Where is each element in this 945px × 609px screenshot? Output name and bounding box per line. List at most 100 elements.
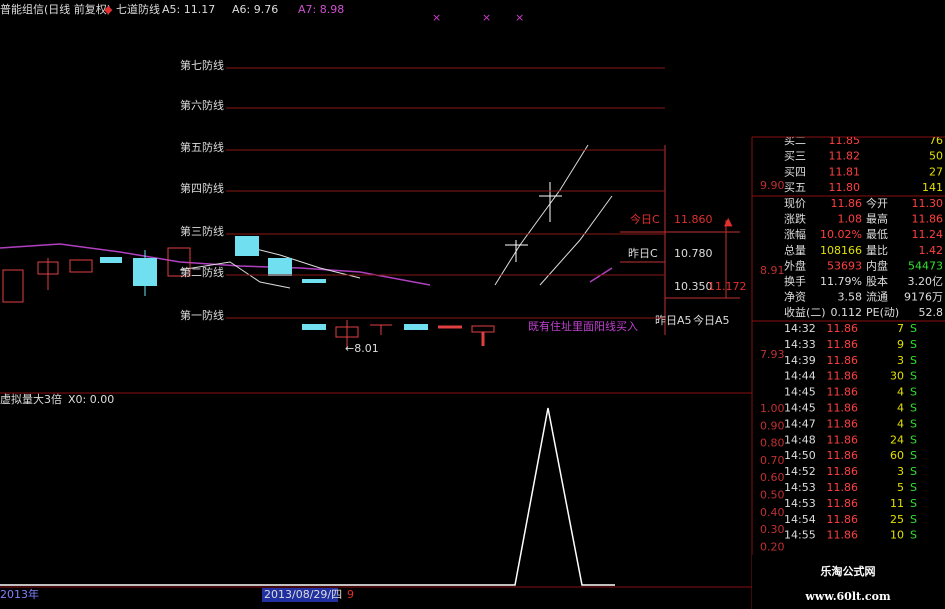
stat-label: 流通 [866, 290, 888, 304]
stat-value: 10.02% [820, 228, 862, 241]
stat-label: 收益(二) [784, 305, 826, 319]
tick-price: 11.86 [827, 433, 859, 446]
tick-price: 11.86 [827, 322, 859, 335]
stat-label: 最低 [866, 228, 888, 241]
tick-volume: 10 [890, 529, 904, 542]
tick-price: 11.86 [827, 449, 859, 462]
annotation: 既有住址里面阳线买入 [528, 319, 638, 333]
price-axis-label: 8.91 [760, 264, 785, 277]
bid-volume: 50 [929, 150, 943, 163]
volume-axis-label: 0.30 [760, 523, 785, 536]
indicator-name: 七道防线 [116, 2, 160, 16]
tick-price: 11.86 [827, 481, 859, 494]
stat-label: 现价 [784, 197, 806, 210]
bid-label: 买三 [784, 150, 806, 163]
stat-value: 11.86 [912, 213, 944, 226]
candles [2, 182, 562, 348]
box-label: 昨日A5 [655, 314, 692, 327]
price-axis-label: 9.90 [760, 179, 785, 192]
tick-volume: 4 [897, 417, 904, 430]
bid-price: 11.81 [829, 165, 861, 178]
tick-time: 14:55 [784, 529, 816, 542]
bid-price: 11.82 [829, 150, 861, 163]
tick-volume: 5 [897, 481, 904, 494]
stat-value: 11.79% [820, 275, 862, 288]
volume-line [0, 407, 615, 586]
tick-volume: 30 [890, 370, 904, 383]
panel-value: X0: 0.00 [68, 393, 114, 406]
bid-price: 11.80 [829, 181, 861, 194]
watermark-title: 乐淘公式网 [821, 564, 876, 578]
tick-time: 14:45 [784, 402, 816, 415]
tick-volume: 4 [897, 386, 904, 399]
indicator-value: A7: 8.98 [298, 3, 344, 16]
stat-label: 今开 [866, 196, 888, 210]
tick-volume: 25 [890, 513, 904, 526]
box-value: 11.860 [674, 213, 713, 226]
tick-side: S [910, 354, 917, 367]
tick-time: 14:39 [784, 354, 816, 367]
panel-title: 虚拟量大3倍 [0, 392, 62, 406]
tick-side: S [910, 370, 917, 383]
tick-volume: 3 [897, 465, 904, 478]
defense-label: 第四防线 [180, 181, 224, 195]
tick-time: 14:44 [784, 370, 816, 383]
bid-price: 11.85 [829, 134, 861, 147]
tick-volume: 60 [890, 449, 904, 462]
watermark-url: www.60lt.com [804, 590, 891, 603]
ma-line [179, 261, 291, 289]
tick-time: 14:33 [784, 338, 816, 351]
stat-label: 股本 [866, 274, 888, 288]
stat-value: 52.8 [919, 306, 944, 319]
tick-time: 14:53 [784, 481, 816, 494]
volume-axis-label: 0.20 [760, 540, 785, 553]
stat-value: 9176万 [904, 291, 943, 304]
tick-volume: 9 [897, 338, 904, 351]
tick-time: 14:47 [784, 417, 816, 430]
stat-label: 换手 [784, 274, 806, 288]
tick-time: 14:52 [784, 465, 816, 478]
tick-side: S [910, 417, 917, 430]
tick-time: 14:32 [784, 322, 816, 335]
stat-value: 1.42 [919, 244, 944, 257]
indicator-value: A5: 11.17 [162, 3, 215, 16]
tick-time: 14:45 [784, 386, 816, 399]
stat-value: 1.08 [838, 213, 863, 226]
time-label: 2013/08/29/四 [264, 588, 342, 601]
box-value: 11.172 [708, 280, 747, 293]
tick-side: S [910, 481, 917, 494]
box-value: 10.780 [674, 247, 713, 260]
date-highlight [262, 588, 338, 602]
tick-side: S [910, 449, 917, 462]
tick-price: 11.86 [827, 338, 859, 351]
bid-label: 买五 [784, 181, 806, 194]
volume-axis-label: 0.60 [760, 471, 785, 484]
box-label: 今日C [630, 212, 660, 226]
marker: × [432, 11, 441, 24]
stat-value: 11.24 [912, 228, 944, 241]
stat-label: 内盘 [866, 258, 888, 272]
marker: × [515, 11, 524, 24]
stat-value: 11.86 [831, 197, 863, 210]
tick-volume: 3 [897, 354, 904, 367]
volume-axis-label: 0.80 [760, 437, 785, 450]
stat-value: 0.112 [831, 306, 863, 319]
tick-price: 11.86 [827, 465, 859, 478]
ma-line [239, 244, 361, 279]
bid-volume: 27 [929, 165, 943, 178]
tick-side: S [910, 322, 917, 335]
box-value: 10.350 [674, 280, 713, 293]
marker: × [482, 11, 491, 24]
stat-label: 量比 [866, 244, 888, 257]
tick-side: S [910, 338, 917, 351]
tick-time: 14:50 [784, 449, 816, 462]
tick-volume: 7 [897, 322, 904, 335]
defense-label: 第七防线 [180, 58, 224, 72]
ma-line [539, 195, 613, 286]
volume-axis-label: 0.40 [760, 506, 785, 519]
tick-price: 11.86 [827, 354, 859, 367]
tick-price: 11.86 [827, 402, 859, 415]
